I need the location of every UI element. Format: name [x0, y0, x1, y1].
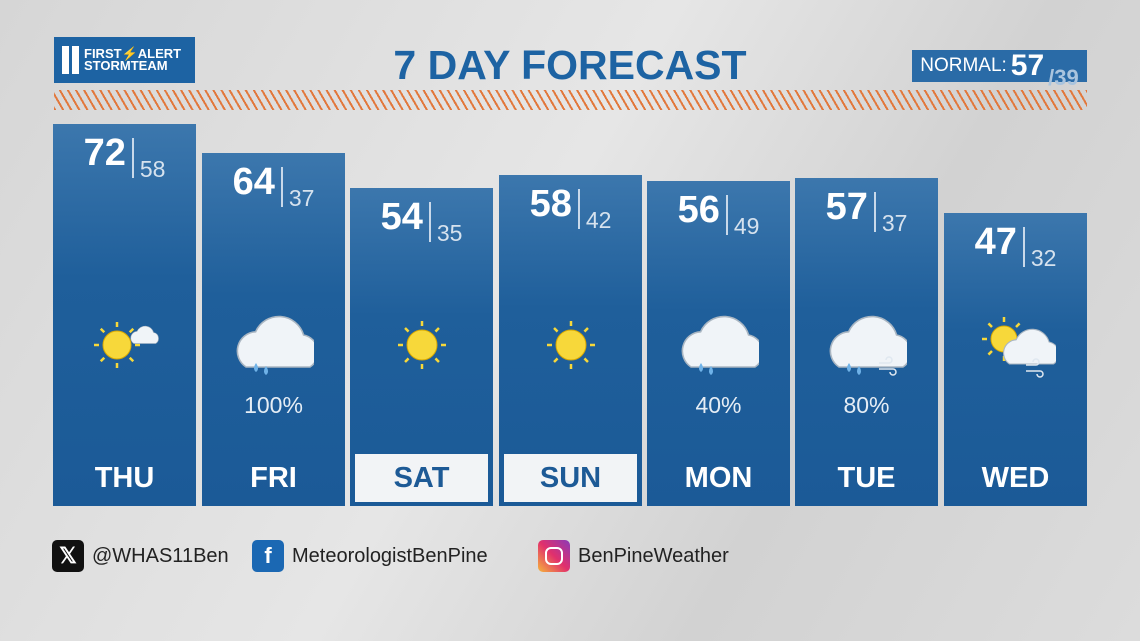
day-label: WED	[981, 461, 1050, 494]
temperatures: 47 32	[944, 221, 1087, 272]
day-label: SAT	[355, 454, 488, 502]
divider	[725, 195, 728, 235]
day-column-mon: 56 49 40% MON	[647, 181, 790, 506]
first-alert-stormteam-logo: FIRST⚡ALERT STORMTEAM	[54, 37, 195, 83]
sun-icon	[350, 315, 493, 379]
high-temp: 58	[529, 183, 572, 225]
x-icon: 𝕏	[52, 540, 84, 572]
temperatures: 64 37	[202, 161, 345, 212]
facebook-icon: f	[252, 540, 284, 572]
temperatures: 56 49	[647, 189, 790, 240]
instagram-icon	[538, 540, 570, 572]
high-temp: 72	[83, 132, 126, 174]
divider	[280, 167, 283, 207]
rain-cloud-icon	[647, 315, 790, 379]
divider	[131, 138, 134, 178]
day-label: TUE	[837, 461, 896, 494]
day-label: THU	[94, 461, 155, 494]
precip-chance: 80%	[843, 392, 890, 418]
day-column-tue: 57 37 80% TUE	[795, 178, 938, 506]
temperatures: 57 37	[795, 186, 938, 237]
page-title: 7 DAY FORECAST	[393, 42, 747, 88]
day-column-wed: 47 32 WED	[944, 213, 1087, 506]
low-temp: 32	[1030, 245, 1057, 271]
rain-cloud-icon	[202, 315, 345, 379]
day-label: SUN	[504, 454, 637, 502]
high-temp: 64	[232, 161, 275, 203]
temperatures: 72 58	[53, 132, 196, 183]
decorative-stripe	[54, 90, 1087, 110]
sun-icon	[499, 315, 642, 379]
low-temp: 37	[881, 210, 908, 236]
social-x: 𝕏 @WHAS11Ben	[52, 540, 229, 572]
day-label: MON	[684, 461, 753, 494]
social-instagram: BenPineWeather	[538, 540, 729, 572]
sun-cloud-icon	[53, 315, 196, 379]
low-temp: 37	[288, 185, 315, 211]
partly-cloudy-wind-icon	[944, 315, 1087, 379]
divider	[577, 189, 580, 229]
rain-wind-cloud-icon	[795, 315, 938, 379]
low-temp: 42	[585, 207, 612, 233]
normal-temps-badge: NORMAL: 57/39	[912, 49, 1087, 90]
divider	[428, 202, 431, 242]
day-column-sun: 58 42 SUN	[499, 175, 642, 506]
divider	[1022, 227, 1025, 267]
divider	[873, 192, 876, 232]
low-temp: 35	[436, 220, 463, 246]
day-column-fri: 64 37 100% FRI	[202, 153, 345, 506]
precip-chance: 100%	[244, 392, 303, 418]
temperatures: 58 42	[499, 183, 642, 234]
day-column-thu: 72 58 THU	[53, 124, 196, 506]
high-temp: 47	[974, 221, 1017, 263]
day-label: FRI	[250, 461, 297, 494]
high-temp: 54	[380, 196, 423, 238]
day-column-sat: 54 35 SAT	[350, 188, 493, 506]
social-facebook: f MeteorologistBenPine	[252, 540, 488, 572]
low-temp: 49	[733, 213, 760, 239]
high-temp: 57	[825, 186, 868, 228]
low-temp: 58	[139, 156, 166, 182]
temperatures: 54 35	[350, 196, 493, 247]
high-temp: 56	[677, 189, 720, 231]
precip-chance: 40%	[695, 392, 742, 418]
